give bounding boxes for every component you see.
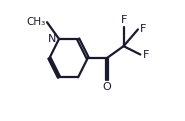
Text: CH₃: CH₃ bbox=[27, 17, 46, 27]
Text: F: F bbox=[143, 49, 149, 60]
Text: F: F bbox=[120, 15, 127, 25]
Text: O: O bbox=[102, 82, 111, 92]
Text: N: N bbox=[48, 34, 57, 44]
Text: F: F bbox=[140, 24, 147, 34]
